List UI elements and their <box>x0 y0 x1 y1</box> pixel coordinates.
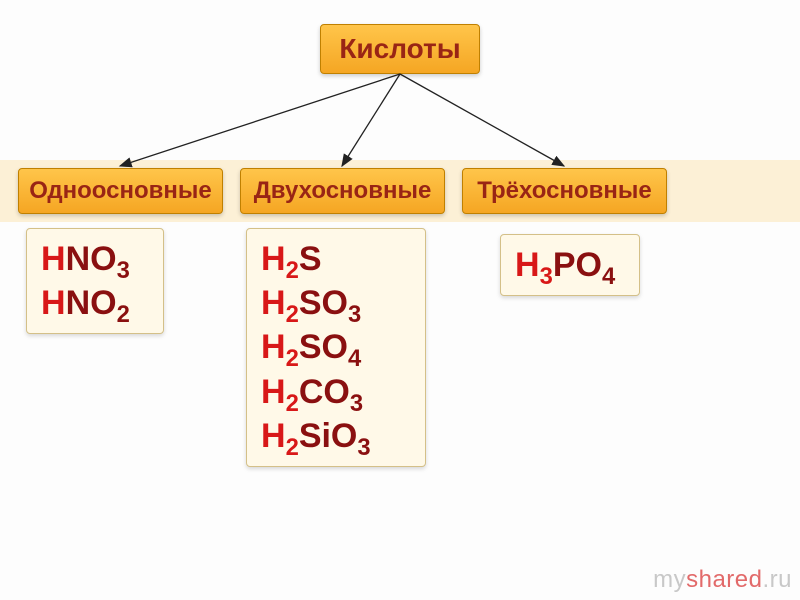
examples-box: H2SH2SO3H2SO4H2CO3H2SiO3 <box>246 228 426 467</box>
formula-rest: S <box>299 240 322 278</box>
formula-rest: SO <box>299 328 348 366</box>
formula-h: H <box>261 284 286 322</box>
root-acids-label: Кислоты <box>339 33 460 65</box>
root-acids-box: Кислоты <box>320 24 480 74</box>
formula: HNO3 <box>41 237 130 281</box>
watermark-suf: .ru <box>762 566 792 593</box>
formula-h: H <box>261 240 286 278</box>
arrow-line <box>400 74 564 166</box>
formula-rest: SO <box>299 284 348 322</box>
formula: H2SO3 <box>261 281 361 325</box>
formula-h: H <box>261 373 286 411</box>
formula-rest: NO <box>66 284 117 322</box>
category-box: Трёхосновные <box>462 168 667 214</box>
category-label: Одноосновные <box>29 177 211 205</box>
formula-rest-sub: 3 <box>350 389 363 416</box>
formula-h-sub: 2 <box>286 301 299 328</box>
formula: H2S <box>261 237 322 281</box>
arrow-line <box>120 74 400 166</box>
formula-rest-sub: 2 <box>117 301 130 328</box>
watermark-red: shared <box>686 566 762 593</box>
formula-h-sub: 2 <box>286 345 299 372</box>
category-label: Трёхосновные <box>477 177 651 205</box>
formula-h-sub: 2 <box>286 257 299 284</box>
formula: H3PO4 <box>515 243 615 287</box>
watermark-pre: my <box>653 566 686 593</box>
formula-rest-sub: 4 <box>602 263 615 290</box>
formula-rest: NO <box>66 240 117 278</box>
formula: H2CO3 <box>261 370 363 414</box>
formula: HNO2 <box>41 281 130 325</box>
formula-h-sub: 3 <box>540 263 553 290</box>
formula-h-sub: 2 <box>286 389 299 416</box>
category-box: Одноосновные <box>18 168 223 214</box>
formula-h: H <box>261 417 286 455</box>
formula-h: H <box>41 284 66 322</box>
formula-h: H <box>41 240 66 278</box>
formula: H2SO4 <box>261 325 361 369</box>
formula-h: H <box>515 246 540 284</box>
category-box: Двухосновные <box>240 168 445 214</box>
formula-rest: PO <box>553 246 602 284</box>
formula: H2SiO3 <box>261 414 371 458</box>
examples-box: H3PO4 <box>500 234 640 296</box>
formula-rest-sub: 3 <box>357 434 370 461</box>
formula-rest: CO <box>299 373 350 411</box>
formula-h-sub: 2 <box>286 434 299 461</box>
formula-rest-sub: 3 <box>117 257 130 284</box>
formula-rest-sub: 3 <box>348 301 361 328</box>
formula-rest-sub: 4 <box>348 345 361 372</box>
formula-h: H <box>261 328 286 366</box>
category-label: Двухосновные <box>254 177 432 205</box>
examples-box: HNO3HNO2 <box>26 228 164 334</box>
arrow-line <box>342 74 400 166</box>
watermark: myshared.ru <box>653 566 792 594</box>
formula-rest: SiO <box>299 417 358 455</box>
